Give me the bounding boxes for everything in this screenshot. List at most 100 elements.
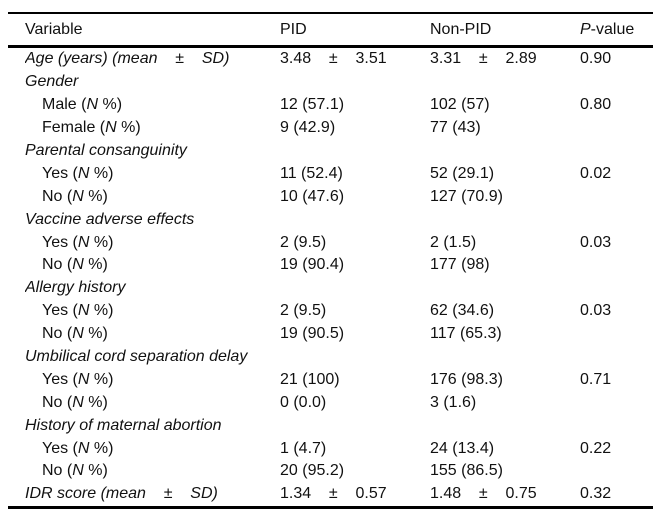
table-row: IDR score (mean ± SD) 1.34 ± 0.57 1.48 ±…	[8, 483, 653, 506]
table-row: Yes (N %) 21 (100) 176 (98.3) 0.71	[8, 368, 653, 391]
variable-text-pre: Yes (	[42, 302, 78, 320]
variable-text-italic: N	[77, 164, 90, 182]
nonpid-cell: 1.48 ± 0.75	[430, 485, 537, 503]
variable-text-italic: N	[72, 256, 84, 274]
pid-cell: 20 (95.2)	[280, 462, 345, 480]
table-row: Umbilical cord separation delay	[8, 346, 653, 369]
table-row: Vaccine adverse effects	[8, 208, 653, 231]
pid-cell: 1.34 ± 0.57	[280, 485, 387, 503]
table-row: Yes (N %) 2 (9.5) 62 (34.6) 0.03	[8, 300, 653, 323]
variable-text-italic: IDR score (mean ± SD)	[25, 485, 218, 503]
variable-text-italic: Umbilical cord separation delay	[25, 348, 248, 366]
table-row: Female (N %) 9 (42.9) 77 (43)	[8, 117, 653, 140]
variable-cell: Yes (N %)	[25, 440, 280, 458]
table-row: Yes (N %) 11 (52.4) 52 (29.1) 0.02	[8, 162, 653, 185]
variable-cell: Allergy history	[25, 279, 280, 297]
variable-text-pre: Female (	[42, 119, 106, 137]
variable-text-italic: Gender	[25, 73, 79, 91]
table-row: Yes (N %) 1 (4.7) 24 (13.4) 0.22	[8, 437, 653, 460]
variable-cell: Umbilical cord separation delay	[25, 348, 280, 366]
table-row: Yes (N %) 2 (9.5) 2 (1.5) 0.03	[8, 231, 653, 254]
variable-text-italic: Allergy history	[25, 279, 126, 297]
variable-cell: Male (N %)	[25, 96, 280, 114]
variable-text-post: %)	[83, 325, 108, 343]
pid-cell: 10 (47.6)	[280, 187, 345, 205]
pid-cell: 11 (52.4)	[280, 164, 343, 182]
variable-text-italic: N	[72, 462, 84, 480]
variable-cell: No (N %)	[25, 462, 280, 480]
variable-text-post: %)	[89, 233, 114, 251]
variable-text-pre: Male (	[42, 96, 87, 114]
variable-text-post: %)	[83, 256, 108, 274]
variable-text-post: %)	[89, 370, 114, 388]
variable-cell: Gender	[25, 73, 280, 91]
table-row: No (N %) 19 (90.5) 117 (65.3)	[8, 323, 653, 346]
nonpid-cell: 3 (1.6)	[430, 393, 477, 411]
variable-text-pre: No (	[42, 462, 73, 480]
variable-text-italic: N	[77, 233, 90, 251]
variable-cell: Female (N %)	[25, 119, 280, 137]
variable-text-italic: N	[105, 119, 117, 137]
variable-text-italic: N	[72, 325, 84, 343]
variable-text-pre: No (	[42, 325, 73, 343]
variable-cell: Parental consanguinity	[25, 142, 280, 160]
nonpid-cell: 2 (1.5)	[430, 233, 477, 251]
nonpid-cell: 52 (29.1)	[430, 164, 495, 182]
pid-cell: 12 (57.1)	[280, 96, 345, 114]
variable-text-italic: N	[77, 439, 90, 457]
pvalue-cell: 0.71	[580, 370, 612, 388]
variable-cell: Yes (N %)	[25, 165, 280, 183]
variable-cell: No (N %)	[25, 394, 280, 412]
header-pid: PID	[280, 20, 307, 38]
nonpid-cell: 155 (86.5)	[430, 462, 503, 480]
table-header-row: Variable PID Non-PID P-value	[8, 14, 653, 48]
nonpid-cell: 117 (65.3)	[430, 325, 502, 343]
pid-cell: 9 (42.9)	[280, 119, 336, 137]
variable-text-post: %)	[83, 187, 108, 205]
pid-cell: 1 (4.7)	[280, 439, 327, 457]
variable-text-italic: N	[72, 393, 84, 411]
pid-cell: 2 (9.5)	[280, 302, 327, 320]
variable-text-post: %)	[89, 302, 114, 320]
variable-text-pre: No (	[42, 393, 73, 411]
variable-text-post: %)	[98, 96, 123, 114]
nonpid-cell: 62 (34.6)	[430, 302, 495, 320]
pvalue-cell: 0.90	[580, 50, 612, 68]
nonpid-cell: 77 (43)	[430, 119, 481, 137]
nonpid-cell: 24 (13.4)	[430, 439, 495, 457]
nonpid-cell: 3.31 ± 2.89	[430, 50, 537, 68]
variable-text-post: %)	[83, 462, 108, 480]
variable-cell: History of maternal abortion	[25, 417, 280, 435]
pvalue-cell: 0.32	[580, 485, 612, 503]
nonpid-cell: 102 (57)	[430, 96, 490, 114]
variable-text-italic: N	[77, 370, 90, 388]
nonpid-cell: 127 (70.9)	[430, 187, 503, 205]
pid-cell: 2 (9.5)	[280, 233, 327, 251]
pvalue-cell: 0.22	[580, 439, 612, 457]
variable-text-post: %)	[89, 164, 114, 182]
pid-cell: 21 (100)	[280, 370, 340, 388]
variable-text-pre: Yes (	[42, 370, 78, 388]
pvalue-cell: 0.80	[580, 96, 612, 114]
variable-cell: Yes (N %)	[25, 234, 280, 252]
variable-text-pre: No (	[42, 187, 73, 205]
variable-cell: Yes (N %)	[25, 302, 280, 320]
table-row: No (N %) 19 (90.4) 177 (98)	[8, 254, 653, 277]
variable-text-italic: Age (years) (mean ± SD)	[25, 50, 230, 68]
variable-text-italic: History of maternal abortion	[25, 416, 222, 434]
variable-text-post: %)	[89, 439, 114, 457]
pid-cell: 3.48 ± 3.51	[280, 50, 387, 68]
variable-cell: No (N %)	[25, 188, 280, 206]
table-row: No (N %) 20 (95.2) 155 (86.5)	[8, 460, 653, 483]
variable-cell: Yes (N %)	[25, 371, 280, 389]
table-row: Gender	[8, 71, 653, 94]
pid-cell: 19 (90.4)	[280, 256, 345, 274]
table-row: History of maternal abortion	[8, 414, 653, 437]
pvalue-cell: 0.02	[580, 164, 612, 182]
header-variable: Variable	[25, 20, 83, 38]
variable-text-pre: No (	[42, 256, 73, 274]
header-nonpid: Non-PID	[430, 20, 492, 38]
pvalue-cell: 0.03	[580, 233, 612, 251]
variable-text-pre: Yes (	[42, 233, 78, 251]
variable-text-pre: Yes (	[42, 164, 78, 182]
